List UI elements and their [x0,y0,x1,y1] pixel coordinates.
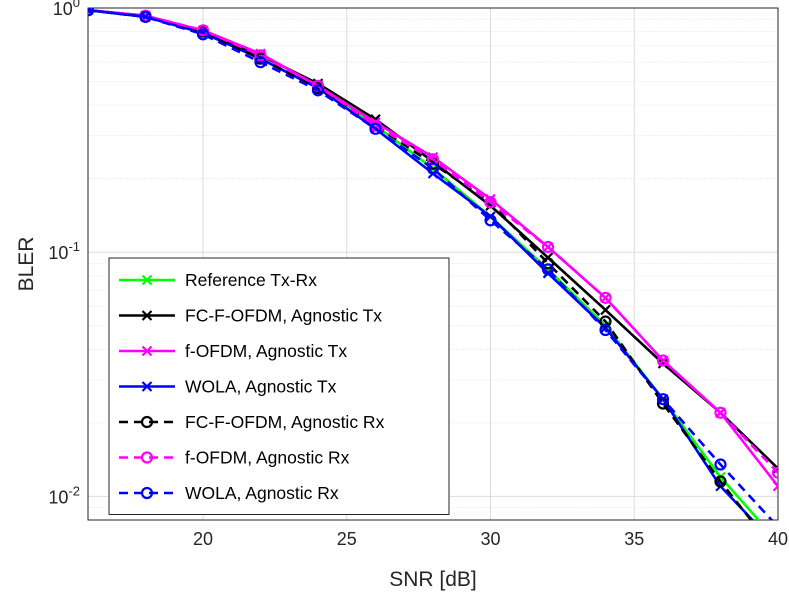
legend-marker [141,345,153,357]
data-point [599,315,612,328]
data-point [771,466,778,479]
data-point [541,263,555,276]
data-point [541,240,555,254]
legend-label: Reference Tx-Rx [185,270,317,290]
legend-entry: f-OFDM, Agnostic Tx [119,341,347,361]
data-point [485,193,496,205]
data-point [714,406,727,419]
y-tick-label: 10-1 [48,239,80,263]
legend-entry: FC-F-OFDM, Agnostic Tx [119,306,382,326]
data-point [196,28,210,41]
legend-entry: f-OFDM, Agnostic Rx [119,448,350,468]
tick-labels: 20 25 30 35 40 100 10-1 10-2 [48,0,788,549]
legend-marker [140,451,154,464]
legend-label: WOLA, Agnostic Tx [185,377,337,397]
series-layer [88,8,783,559]
legend-entry: Reference Tx-Rx [119,270,317,290]
data-point [88,8,95,17]
y-axis-label: BLER [15,237,38,292]
y-tick-label: 100 [53,0,80,19]
data-point [772,463,778,474]
data-point [369,122,382,135]
series-6 [88,8,774,520]
x-tick-label: 40 [768,529,788,549]
data-point [484,196,497,209]
legend-label: f-OFDM, Agnostic Rx [185,448,350,468]
legend-label: FC-F-OFDM, Agnostic Rx [185,412,385,432]
legend-label: FC-F-OFDM, Agnostic Tx [185,306,382,326]
legend-marker [141,310,153,321]
legend-entry: FC-F-OFDM, Agnostic Rx [119,412,385,432]
data-point [657,358,669,369]
x-tick-label: 30 [480,529,500,549]
data-point [599,323,612,337]
legend-label: WOLA, Agnostic Rx [185,483,339,503]
data-point [311,84,325,97]
data-point [599,291,612,304]
data-point [484,214,497,227]
x-tick-label: 35 [624,529,644,549]
x-tick-label: 20 [193,529,213,549]
data-point [656,393,670,406]
legend-entry: WOLA, Agnostic Tx [119,377,337,397]
data-point [485,211,496,222]
data-point [139,10,152,23]
data-point [714,458,727,471]
legend-marker [140,415,154,429]
legend: Reference Tx-Rx FC-F-OFDM, Agnostic Tx f-O… [108,257,450,515]
data-point [773,549,783,559]
series-line [88,8,778,474]
data-point [196,24,210,37]
legend-marker [141,381,153,392]
legend-label: f-OFDM, Agnostic Tx [185,341,347,361]
data-point [600,304,611,316]
data-point [254,49,267,62]
legend-entry: WOLA, Agnostic Rx [119,483,339,503]
x-tick-label: 25 [337,529,357,549]
plot-frame [87,7,779,521]
data-point [542,267,554,279]
legend-marker [141,274,153,286]
data-point [772,480,778,492]
y-tick-label: 10-2 [48,483,80,507]
data-point [254,56,267,69]
x-axis-label: SNR [dB] [389,568,477,591]
legend-marker [140,486,154,500]
data-point [426,162,440,175]
series-line [88,8,774,520]
data-point [714,475,727,488]
data-point [656,354,670,367]
data-point [541,257,555,270]
